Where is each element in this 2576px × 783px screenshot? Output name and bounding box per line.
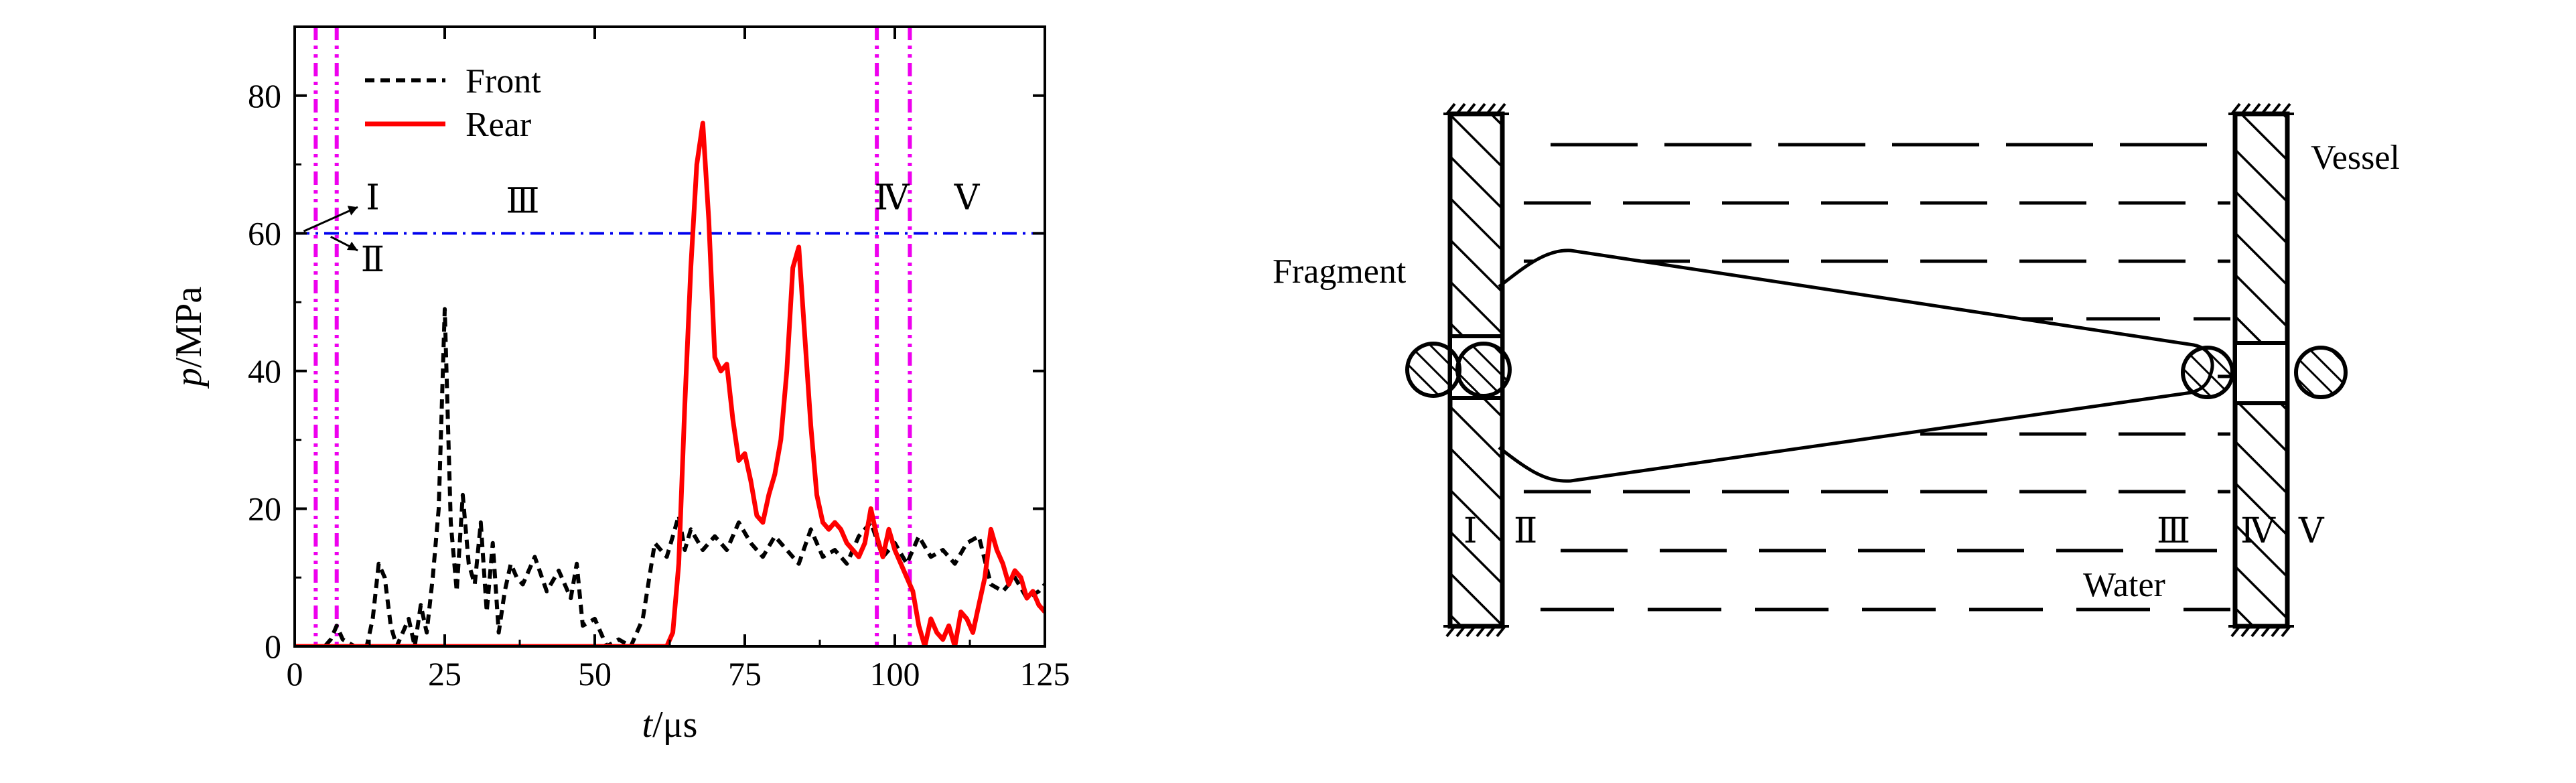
x-axis-title: t/μs	[642, 704, 698, 745]
y-tick-label-20: 20	[248, 490, 281, 527]
label-region-5: Ⅴ	[2298, 512, 2325, 551]
annotation-arrowhead-1	[347, 206, 358, 216]
legend-label-front: Front	[466, 62, 541, 100]
x-tick-label-25: 25	[428, 655, 461, 693]
legend-label-rear: Rear	[466, 106, 531, 144]
series-line-front	[295, 307, 1045, 646]
fragment-ball-3	[2181, 346, 2234, 399]
region-label-2: Ⅱ	[361, 241, 384, 279]
x-tick-label-0: 0	[287, 655, 303, 693]
fragment-penetration-diagram: Vessel Fragment Water Ⅰ Ⅱ Ⅲ Ⅳ Ⅴ	[1273, 102, 2400, 638]
y-tick-label-40: 40	[248, 352, 281, 390]
region-label-3: Ⅲ	[506, 183, 539, 221]
label-water: Water	[2083, 566, 2165, 604]
x-tick-label-75: 75	[728, 655, 762, 693]
region-label-4: Ⅳ	[875, 179, 910, 217]
right-plate	[2228, 102, 2294, 638]
x-tick-label-100: 100	[870, 655, 920, 693]
y-tick-label-0: 0	[265, 628, 281, 665]
label-region-4: Ⅳ	[2240, 512, 2276, 551]
label-vessel: Vessel	[2311, 139, 2400, 177]
x-tick-label-125: 125	[1020, 655, 1070, 693]
fragment-ball-2	[1455, 342, 1512, 398]
plot-area	[295, 27, 1045, 646]
region-label-5: Ⅴ	[954, 179, 981, 217]
fragment-ball-4	[2294, 346, 2348, 399]
region-label-1: Ⅰ	[366, 179, 380, 217]
fragment-ball-1	[1405, 342, 1461, 398]
y-tick-label-80: 80	[248, 77, 281, 115]
label-fragment: Fragment	[1273, 253, 1407, 291]
series-line-rear	[295, 121, 1045, 646]
pressure-time-chart: 0 25 50 75 100 125 0 20 40 60 80 t/μs p/MPa Front Rear…	[168, 25, 1070, 745]
y-axis-title: p/MPa	[168, 287, 210, 389]
cavity-outline	[1498, 248, 2214, 483]
label-region-2: Ⅱ	[1514, 512, 1537, 551]
annotation-arrowhead-2	[347, 241, 358, 251]
label-region-3: Ⅲ	[2157, 512, 2190, 551]
y-tick-label-60: 60	[248, 214, 281, 252]
label-region-1: Ⅰ	[1463, 512, 1478, 551]
x-tick-label-50: 50	[578, 655, 612, 693]
annotation-arrow-1	[303, 206, 358, 232]
